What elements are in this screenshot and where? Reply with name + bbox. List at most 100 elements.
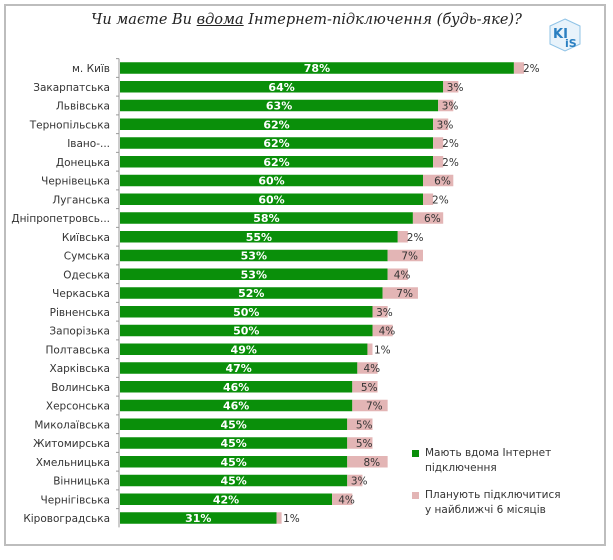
bar-plan-internet [443,81,459,93]
category-label: Чернівецька [41,176,110,188]
data-label-plan: 4% [338,494,355,506]
data-label-plan: 3% [442,101,459,113]
category-label: Миколаївська [34,419,110,431]
legend-item-have: Мають вдома Інтернет підключення [412,446,561,476]
bar-plan-internet [433,156,444,168]
bar-have-internet [120,306,373,318]
data-label-have: 55% [246,231,272,244]
data-label-plan: 2% [407,232,424,244]
data-label-have: 60% [258,193,284,206]
category-label: Івано-... [67,138,110,150]
legend-label: Мають вдома Інтернет [425,447,552,459]
data-label-plan: 2% [442,157,459,169]
bar-have-internet [120,418,348,430]
bar-have-internet [120,493,333,505]
data-label-plan: 4% [394,269,411,281]
bar-have-internet [120,343,368,355]
category-label: Дніпропетровсь... [11,213,110,225]
category-label: Черкаська [52,288,110,300]
title-underlined: вдома [196,12,244,28]
data-label-have: 46% [223,400,249,413]
data-label-have: 63% [266,100,292,113]
data-label-plan: 2% [432,194,449,206]
bar-have-internet [120,362,358,374]
data-label-plan: 2% [523,63,540,75]
legend: Мають вдома Інтернет підключення Планують… [412,446,561,530]
bar-have-internet [120,399,353,412]
bar-plan-internet [332,493,353,505]
bar-plan-internet [423,193,434,205]
data-label-have: 50% [233,306,259,319]
bar-plan-internet [397,231,408,243]
category-label: Запорізька [49,326,110,338]
bar-plan-internet [352,399,388,412]
bar-have-internet [120,212,413,224]
data-label-plan: 5% [356,419,373,431]
data-label-have: 58% [253,212,279,225]
bar-have-internet [120,456,348,468]
bar-plan-internet [382,287,418,299]
category-label: Закарпатська [33,82,110,94]
data-label-have: 53% [241,268,267,281]
category-label: Житомирська [33,438,110,450]
bar-plan-internet [352,381,378,393]
bar-plan-internet [387,249,423,262]
legend-label: у найближчі 6 місяців [425,504,546,516]
category-label: м. Київ [72,63,110,75]
data-label-plan: 7% [401,251,418,263]
bar-have-internet [120,268,388,280]
legend-label: підключення [425,462,497,474]
bar-have-internet [120,231,398,243]
data-label-have: 31% [185,512,211,525]
bar-have-internet [120,193,423,205]
legend-label: Планують підключитися [425,489,561,501]
data-label-plan: 3% [447,82,464,94]
data-label-plan: 3% [437,119,454,131]
data-label-have: 64% [268,81,294,94]
bar-plan-internet [513,62,524,74]
bar-plan-internet [347,418,373,430]
bar-plan-internet [387,268,408,280]
data-label-plan: 5% [361,382,378,394]
bar-plan-internet [438,99,454,112]
category-label: Сумська [64,251,110,263]
legend-swatch [412,450,419,457]
bar-plan-internet [347,474,363,487]
data-label-have: 62% [263,156,289,169]
category-label: Тернопільська [29,119,110,131]
bar-have-internet [120,437,348,449]
data-label-have: 45% [220,437,246,450]
bar-have-internet [120,249,388,262]
category-label: Херсонська [46,401,110,413]
bar-plan-internet [412,212,444,224]
bar-have-internet [120,324,373,337]
title-part: Інтернет-підключення (будь-яке)? [243,12,522,28]
category-label: Кіровоградська [23,513,110,525]
category-label: Одеська [63,269,110,281]
legend-swatch [412,492,419,499]
bar-have-internet [120,174,423,187]
data-label-have: 62% [263,118,289,131]
bar-have-internet [120,287,383,299]
data-label-plan: 7% [396,288,413,300]
data-label-plan: 6% [424,213,441,225]
bar-plan-internet [433,137,444,149]
data-label-plan: 4% [363,363,380,375]
bar-plan-internet [372,324,393,337]
bar-have-internet [120,81,444,93]
bar-have-internet [120,99,439,112]
data-label-have: 42% [213,493,239,506]
category-label: Волинська [51,382,110,394]
bar-plan-internet [367,343,373,355]
category-label: Луганська [52,194,110,206]
data-label-plan: 5% [356,438,373,450]
data-label-plan: 3% [376,307,393,319]
data-label-have: 46% [223,381,249,394]
bar-plan-internet [433,118,449,130]
bar-plan-internet [423,174,454,187]
category-label: Львівська [56,101,110,113]
data-label-have: 62% [263,137,289,150]
data-label-have: 45% [220,418,246,431]
data-label-plan: 2% [442,138,459,150]
svg-text:KI: KI [553,27,568,42]
